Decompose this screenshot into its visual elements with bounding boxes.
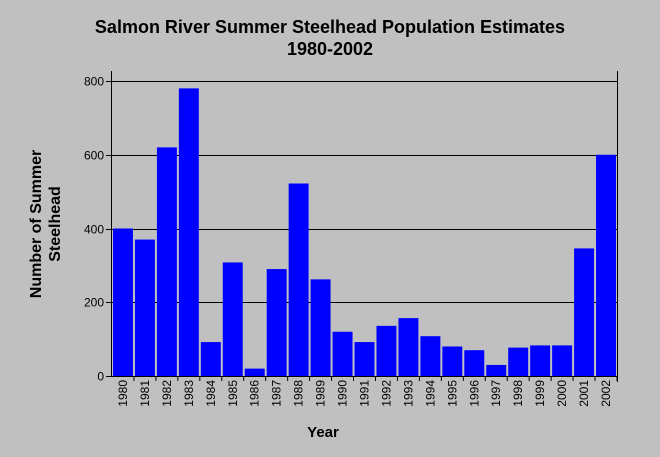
bar-1991 (354, 342, 375, 376)
bar-1987 (266, 269, 287, 376)
bar-2001 (574, 248, 595, 376)
x-tick-label: 1994 (423, 380, 437, 407)
chart-title-line: Salmon River Summer Steelhead Population… (94, 17, 566, 37)
bar-1998 (508, 347, 529, 376)
x-axis-label: Year (307, 424, 339, 441)
x-tick-label: 1988 (292, 380, 306, 407)
bar-1982 (156, 147, 177, 376)
bar-1989 (310, 279, 331, 376)
x-tick-label: 1986 (248, 380, 262, 407)
x-tick-label: 1984 (204, 380, 218, 407)
x-tick-label: 2002 (599, 380, 613, 407)
bar-1994 (420, 336, 441, 376)
bar-1992 (376, 325, 397, 376)
chart-title: Salmon River Summer Steelhead Population… (0, 16, 660, 60)
x-tick-label: 1997 (489, 380, 503, 407)
bar-1996 (464, 350, 485, 376)
x-tick-label: 1980 (116, 380, 130, 407)
bar-1986 (244, 368, 265, 376)
x-tick-label: 1996 (467, 380, 481, 407)
y-tick-label: 0 (97, 370, 104, 384)
bar-1995 (442, 346, 463, 376)
bar-1988 (288, 183, 309, 376)
bar-1999 (530, 345, 551, 376)
x-tick-label: 1987 (270, 380, 284, 407)
bar-2000 (552, 345, 573, 376)
x-tick-label: 1985 (226, 380, 240, 407)
x-tick-label: 2001 (577, 380, 591, 407)
x-tick-label: 1998 (511, 380, 525, 407)
x-tick-label: 1983 (182, 380, 196, 407)
y-tick-label: 800 (84, 75, 104, 89)
x-tick-label: 1999 (533, 380, 547, 407)
bar-1980 (113, 228, 133, 376)
x-tick-label: 1991 (358, 380, 372, 407)
x-tick-label: 1981 (138, 380, 152, 407)
bar-2002 (596, 154, 616, 376)
y-tick-label: 400 (84, 223, 104, 237)
x-tick-label: 1989 (314, 380, 328, 407)
bar-1993 (398, 318, 419, 376)
x-tick-label: 1982 (160, 380, 174, 407)
x-tick-label: 1993 (401, 380, 415, 407)
bar-1997 (486, 364, 507, 376)
bar-1985 (222, 262, 243, 376)
bar-1983 (178, 88, 199, 376)
bar-1984 (200, 342, 221, 376)
bar-1990 (332, 331, 353, 376)
x-tick-label: 1990 (336, 380, 350, 407)
chart-subtitle-line: 1980-2002 (286, 39, 374, 59)
bar-1981 (134, 239, 155, 376)
y-tick-label: 200 (84, 296, 104, 310)
x-tick-label: 2000 (555, 380, 569, 407)
x-tick-label: 1992 (379, 380, 393, 407)
y-tick-label: 600 (84, 149, 104, 163)
x-tick-label: 1995 (445, 380, 459, 407)
